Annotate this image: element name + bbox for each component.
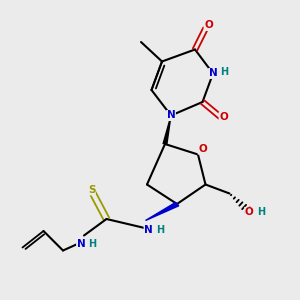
- Text: H: H: [156, 225, 165, 236]
- Polygon shape: [163, 116, 171, 145]
- Text: H: H: [257, 207, 266, 218]
- Text: N: N: [167, 110, 176, 121]
- Text: N: N: [76, 239, 85, 249]
- Text: O: O: [219, 112, 228, 122]
- Polygon shape: [146, 202, 179, 220]
- Text: O: O: [244, 207, 253, 218]
- Text: O: O: [198, 144, 207, 154]
- Text: S: S: [88, 185, 95, 195]
- Text: H: H: [88, 239, 96, 249]
- Text: N: N: [144, 225, 153, 236]
- Text: N: N: [208, 68, 217, 79]
- Text: H: H: [220, 67, 229, 77]
- Text: O: O: [204, 20, 213, 31]
